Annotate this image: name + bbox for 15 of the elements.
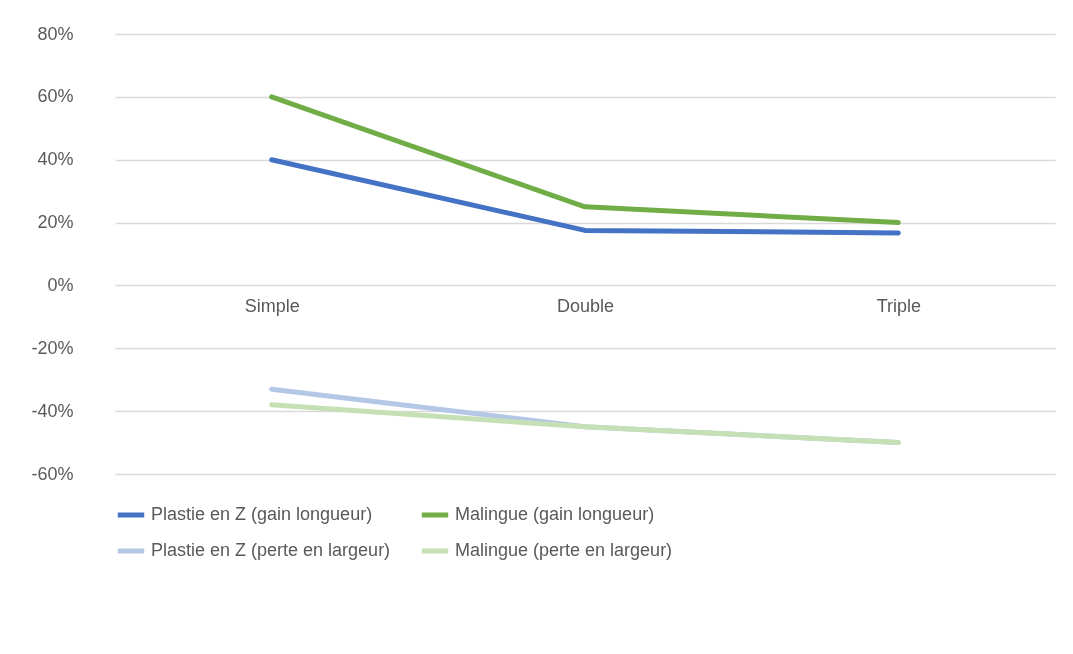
y-tick-label: -40% bbox=[31, 400, 74, 421]
y-tick-label: -20% bbox=[31, 337, 74, 358]
x-tick-label: Triple bbox=[876, 295, 922, 316]
legend-label: Plastie en Z (perte en largeur) bbox=[151, 540, 391, 560]
y-tick-label: 80% bbox=[37, 23, 74, 44]
x-tick-label: Double bbox=[556, 295, 615, 316]
y-tick-label: 40% bbox=[37, 149, 74, 170]
y-tick-label: 60% bbox=[37, 86, 74, 107]
x-tick-label: Simple bbox=[244, 295, 300, 316]
y-tick-label: 0% bbox=[47, 274, 74, 295]
legend-label: Malingue (perte en largeur) bbox=[455, 540, 673, 560]
legend-label: Malingue (gain longueur) bbox=[455, 504, 655, 524]
legend-label: Plastie en Z (gain longueur) bbox=[151, 504, 373, 524]
y-tick-label: -60% bbox=[31, 463, 74, 484]
y-tick-label: 20% bbox=[37, 212, 74, 233]
